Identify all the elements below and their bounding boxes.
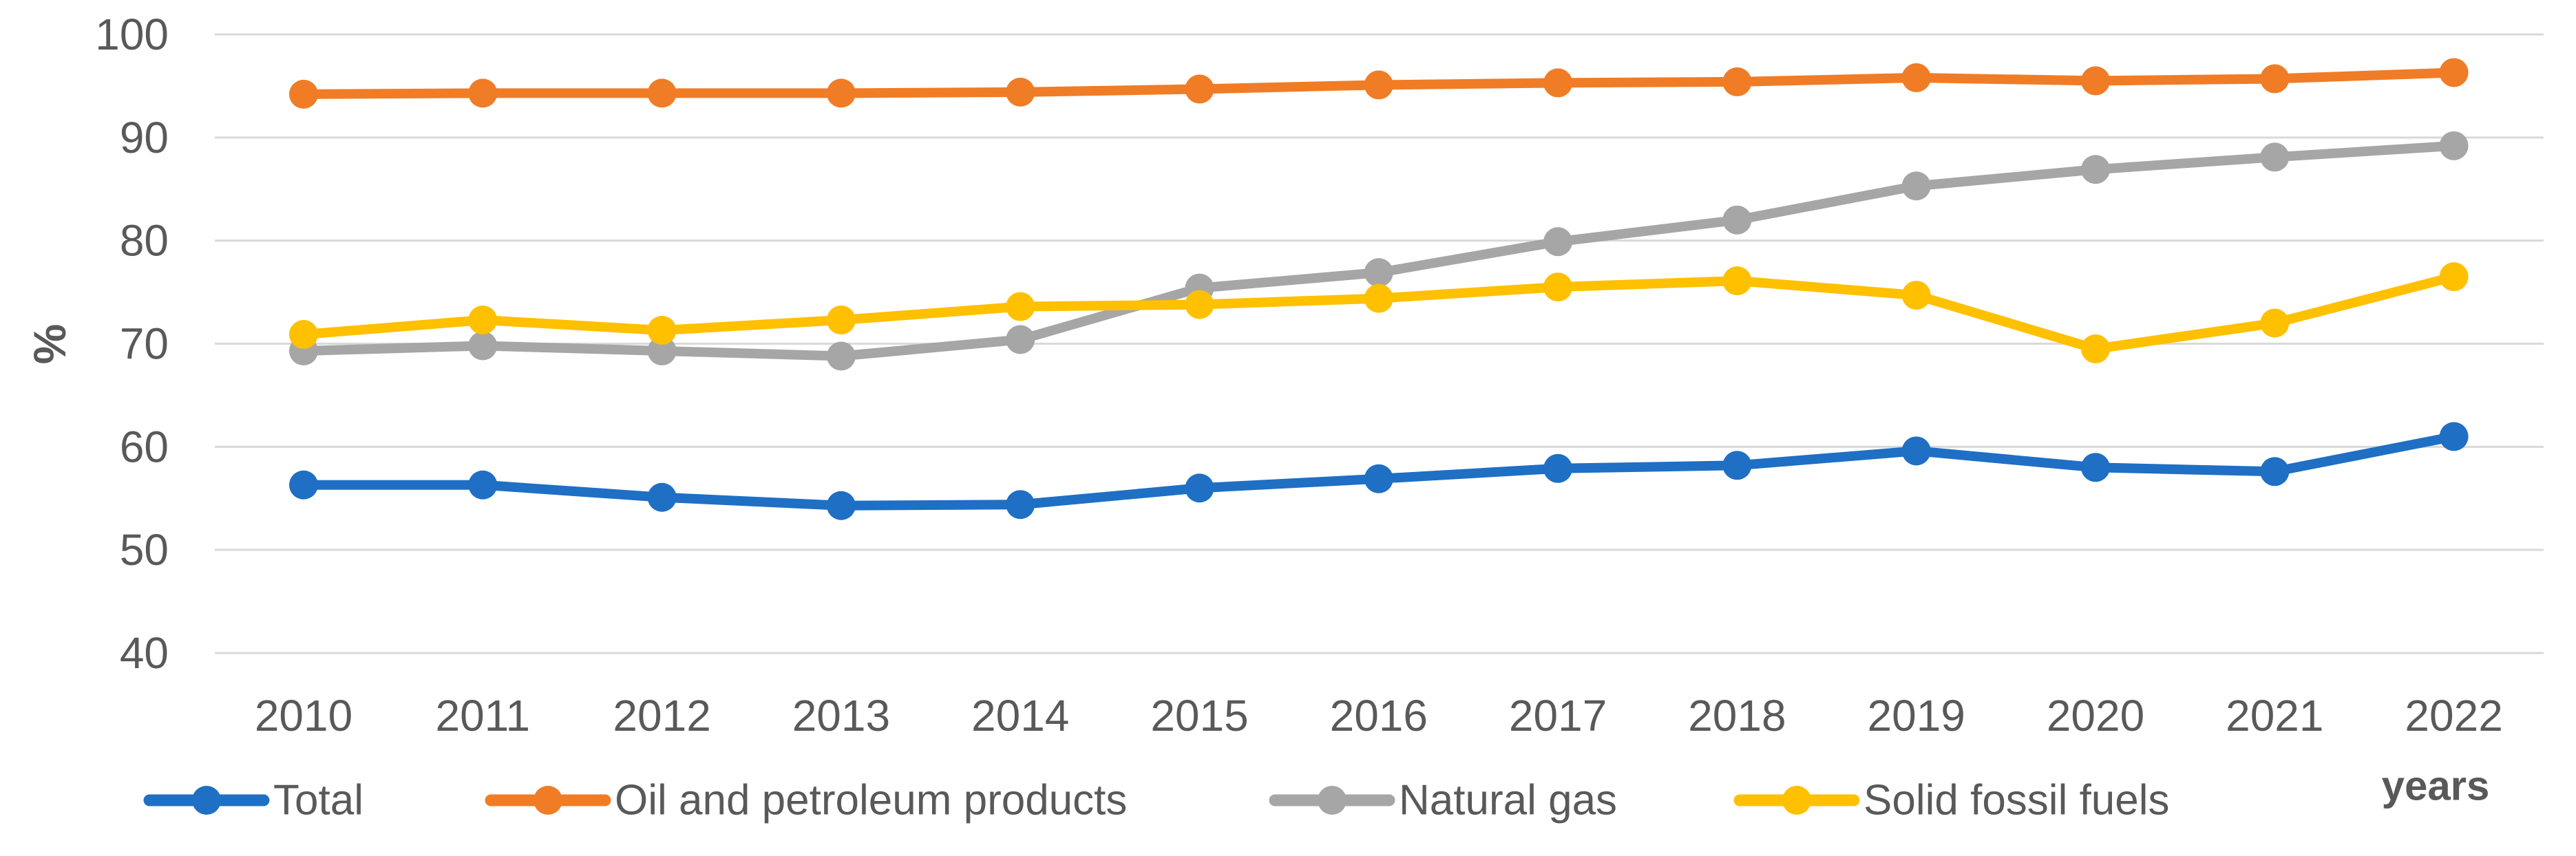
y-tick-label: 40 [120,628,169,678]
data-point-marker [1006,325,1035,354]
y-axis-title: % [24,324,75,365]
data-point-marker [1722,266,1752,296]
x-tick-label: 2015 [1150,691,1248,740]
y-tick-label: 60 [120,422,169,471]
legend-marker-icon [1782,786,1811,815]
data-point-marker [1901,63,1931,92]
y-axis-labels: 100 90 80 70 60 50 40 [95,10,169,678]
data-point-marker [1722,451,1752,480]
legend-marker-icon [534,786,562,815]
x-tick-label: 2022 [2405,691,2502,740]
data-point-marker [2260,308,2290,338]
data-point-marker [468,306,498,335]
x-axis-title: years [2382,763,2490,809]
legend: Total Oil and petroleum products Natural g… [143,777,2170,824]
data-point-marker [1901,171,1931,201]
data-point-marker [289,320,318,350]
data-point-marker [826,78,856,108]
data-point-marker [1364,70,1393,100]
data-point-marker [2439,58,2469,87]
series-natural-gas [289,131,2469,371]
legend-label: Total [273,777,363,824]
data-point-marker [2439,262,2469,292]
legend-item-natural-gas: Natural gas [1269,777,1617,824]
data-point-marker [2439,131,2469,160]
data-point-marker [2081,453,2110,482]
data-point-marker [2260,457,2290,486]
data-point-marker [1543,272,1573,302]
data-point-marker [468,78,498,108]
data-point-marker [2439,422,2469,451]
y-tick-label: 80 [120,216,169,266]
x-tick-label: 2014 [971,691,1069,740]
legend-marker-icon [192,786,221,815]
data-point-marker [2081,155,2110,184]
gridlines [215,33,2544,654]
legend-item-total: Total [143,777,363,824]
x-tick-label: 2010 [255,691,352,740]
legend-label: Natural gas [1399,777,1617,824]
data-point-marker [1364,283,1393,313]
data-point-marker [1722,205,1752,235]
x-tick-label: 2013 [792,691,890,740]
data-point-marker [1185,473,1214,503]
y-tick-label: 100 [95,10,169,59]
data-point-marker [1722,67,1752,96]
data-point-marker [826,341,856,371]
x-tick-label: 2012 [613,691,710,740]
data-point-marker [1006,292,1035,321]
data-point-marker [2081,66,2110,96]
data-point-marker [1543,68,1573,98]
data-point-marker [2260,142,2290,172]
x-tick-label: 2018 [1688,691,1786,740]
data-point-marker [647,482,677,512]
data-point-marker [468,331,498,361]
x-tick-label: 2020 [2047,691,2144,740]
data-point-marker [289,470,318,500]
data-point-marker [468,470,498,500]
data-point-marker [1006,77,1035,107]
data-point-marker [1543,453,1573,483]
legend-item-oil-and-petroleum-products: Oil and petroleum products [485,777,1127,824]
series-oil-and-petroleum-products [289,58,2469,109]
data-point-marker [1364,464,1393,493]
data-point-marker [1364,258,1393,288]
y-tick-label: 50 [120,525,169,575]
x-tick-label: 2011 [435,691,530,740]
legend-marker-icon [1318,786,1347,815]
data-point-marker [1185,290,1214,319]
data-point-marker [1901,436,1931,466]
data-point-marker [1006,490,1035,520]
y-tick-label: 90 [120,113,169,162]
data-point-marker [2081,334,2110,363]
data-point-marker [2260,64,2290,94]
legend-label: Oil and petroleum products [615,777,1127,824]
legend-item-solid-fossil-fuels: Solid fossil fuels [1733,777,2170,824]
series-total [289,422,2469,520]
data-point-marker [1185,74,1214,104]
x-tick-label: 2021 [2226,691,2323,740]
x-axis-labels: 2010 2011 2012 2013 2014 2015 2016 2017 2018 2019… [255,691,2503,740]
x-tick-label: 2017 [1509,691,1607,740]
x-tick-label: 2019 [1868,691,1965,740]
data-point-marker [647,78,677,108]
x-tick-label: 2016 [1330,691,1428,740]
data-point-marker [1901,281,1931,310]
data-point-marker [647,336,677,365]
data-point-marker [289,79,318,109]
data-point-marker [647,316,677,345]
series-solid-fossil-fuels [289,262,2469,363]
data-point-marker [1543,227,1573,257]
data-point-marker [826,306,856,335]
legend-label: Solid fossil fuels [1864,777,2170,824]
data-point-marker [826,491,856,520]
y-tick-label: 70 [120,319,169,369]
